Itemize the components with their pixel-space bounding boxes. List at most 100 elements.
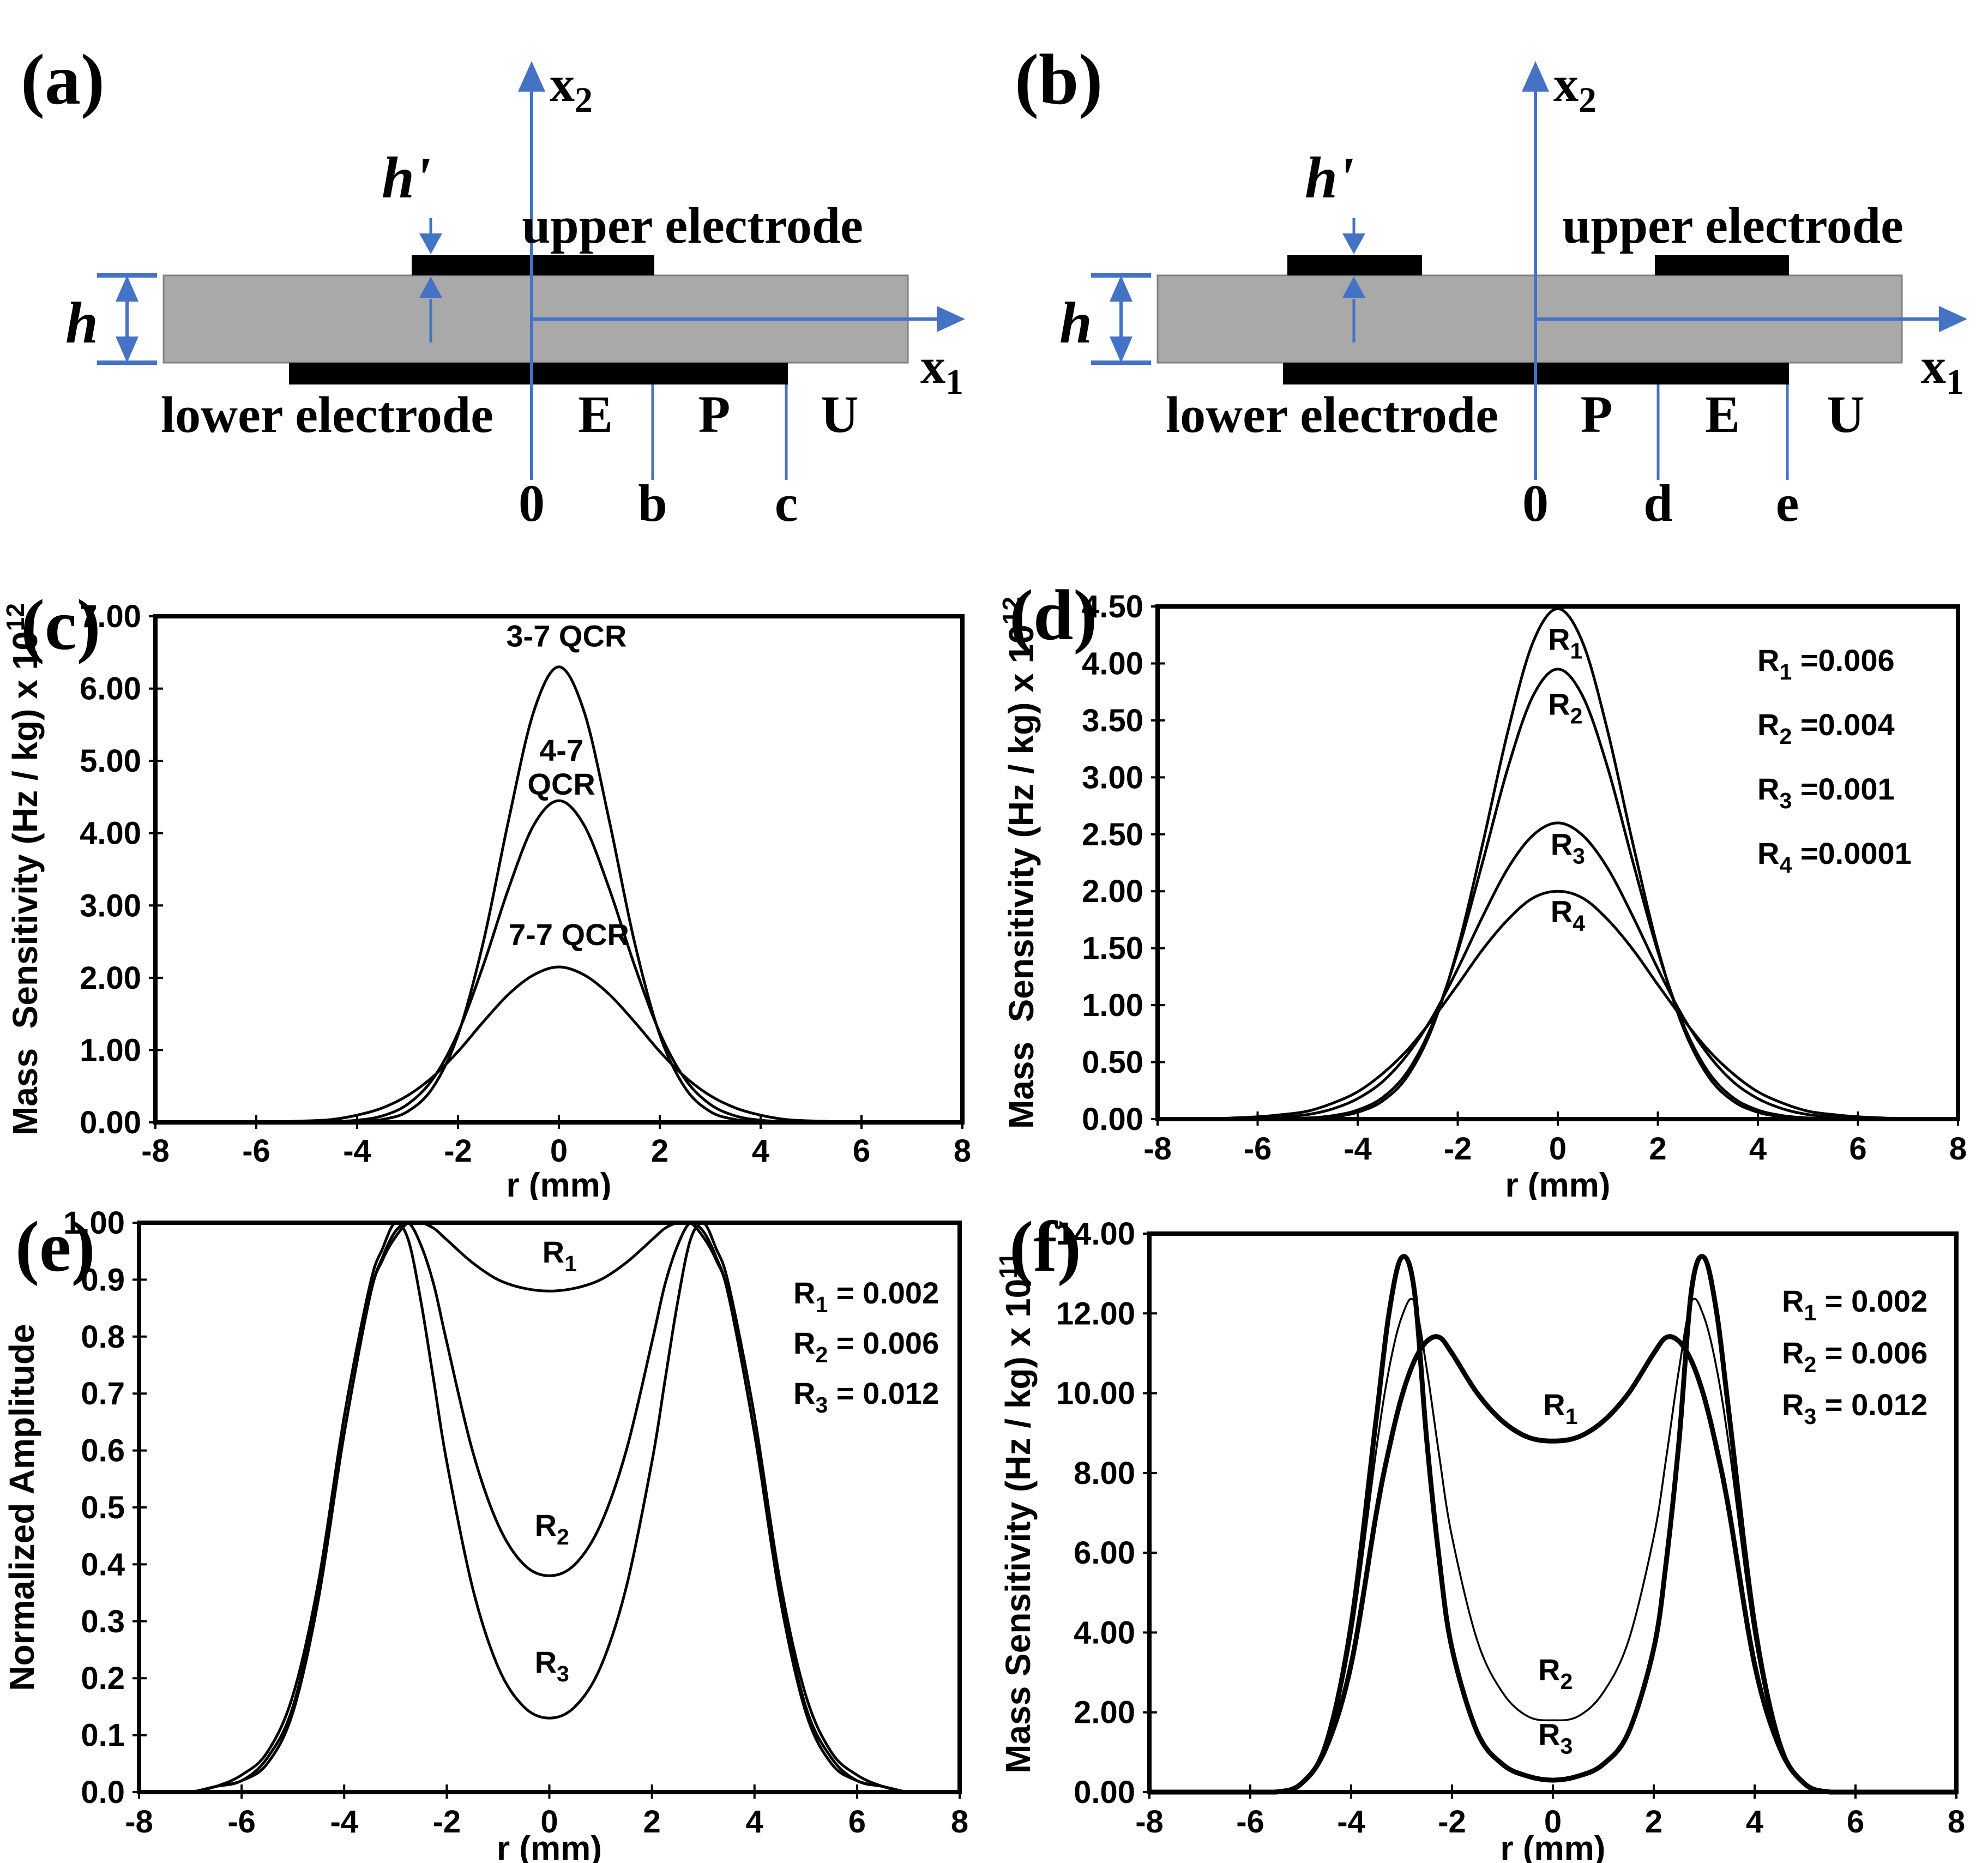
x-tick-label: -8 [1135,1804,1164,1840]
marker-label-c: c [775,474,798,532]
y-axis-title: Normalized Amplitude [2,1324,41,1691]
y-tick-label: 6.00 [80,671,141,707]
panel-b: (b) h' h x2 x1 upper electrode [994,0,1988,545]
y-tick-label: 3.00 [80,888,141,923]
curve-R2 [138,1221,960,1794]
y-tick-label: 0.4 [81,1547,125,1582]
panel-letter: (e) [15,1206,95,1287]
legend-item: R1 =0.006 [1757,643,1895,684]
x-axis-title: r (mm) [497,1830,602,1863]
legend-item: R2 = 0.006 [793,1326,939,1367]
x1-axis-label: x1 [1921,338,1964,402]
x-tick-label: 8 [1949,1131,1967,1167]
x-axis-title: r (mm) [507,1167,612,1200]
y-tick-label: 3.50 [1082,703,1143,738]
x-axis-title: r (mm) [1501,1830,1606,1863]
curve-4-7 QCR [155,799,962,1124]
upper-electrode-label: upper electrode [1562,197,1903,254]
y-tick-label: 12.00 [1056,1296,1135,1331]
y-tick-label: 2.00 [1074,1695,1135,1730]
y-tick-label: 4.50 [1082,589,1143,624]
y-tick-label: 2.50 [1082,817,1143,852]
x-tick-label: 6 [1847,1804,1864,1840]
region-label-U: U [1827,385,1864,443]
y-tick-label: 2.00 [1082,874,1143,909]
curve-label-4-7 QCR: 4-7 [539,733,583,767]
y-tick-label: 8.00 [1074,1456,1135,1491]
panel-b-letter: (b) [1015,39,1103,119]
x-tick-label: -2 [433,1804,461,1840]
x-tick-label: -4 [1344,1131,1372,1167]
y-tick-label: 0.6 [81,1433,125,1469]
x-tick-label: -8 [125,1804,153,1840]
curve-label-R2: R2 [1548,687,1582,728]
x-tick-label: 0 [540,1804,558,1840]
x-tick-label: 8 [1948,1804,1965,1840]
x-tick-label: -6 [242,1133,270,1169]
x-tick-label: 2 [651,1133,668,1169]
curve-label-R2: R2 [535,1508,569,1549]
legend-item: R2 =0.004 [1757,707,1895,749]
y-tick-label: 1.50 [1082,931,1143,966]
x-tick-label: -2 [1438,1804,1466,1840]
curve-label-3-7 QCR: 3-7 QCR [506,619,626,653]
x-tick-label: 2 [1645,1804,1662,1840]
x-tick-label: -2 [1444,1131,1472,1167]
panel-letter: (d) [1009,575,1097,655]
legend-item: R2 = 0.006 [1782,1336,1927,1377]
marker-label-0: 0 [1522,474,1549,532]
x-tick-label: 2 [643,1804,660,1840]
x-tick-label: -8 [1143,1131,1172,1167]
marker-label-e: e [1776,474,1799,532]
lower-electrode-bar [289,363,788,384]
h-label: h [65,291,98,356]
y-tick-label: 1.00 [80,1032,141,1068]
x-tick-label: -6 [1236,1804,1264,1840]
legend-item: R3 = 0.012 [1782,1387,1927,1429]
x-tick-label: 8 [954,1133,971,1169]
lower-electrode-label: lower electrode [161,387,493,443]
x-tick-label: -4 [330,1804,358,1840]
plot-border [153,614,965,1125]
upper-electrode-left-bar [1287,255,1422,275]
marker-label-0: 0 [519,474,545,532]
h-prime-up-arrowhead-icon [419,277,442,298]
x1-axis-label: x1 [920,338,963,402]
y-tick-label: 0.8 [81,1319,125,1355]
panel-d: 4.50 4.00 3.50 3.00 2.50 2.00 1.50 1.00 0.50 0.00… [994,545,1988,1200]
panel-e: 1.00 0.9 0.8 0.7 0.6 0.5 0.4 0.3 0.2 0.1 0.0 -8 -6 -4… [0,1200,994,1863]
curve-R3 [138,1221,960,1794]
y-tick-label: 7.00 [80,599,141,634]
y-axis-title: Mass Sensitivity (Hz / kg) x 1011 [994,1252,1038,1774]
x-tick-label: 4 [1749,1131,1767,1167]
x-tick-label: 2 [1649,1131,1666,1167]
x1-axis-arrowhead-icon [1939,306,1967,332]
x-tick-label: -6 [1244,1131,1272,1167]
region-label-P: P [698,385,731,443]
panel-c: 7.00 6.00 5.00 4.00 3.00 2.00 1.00 0.00 -8 -6 -4 -2… [0,545,994,1200]
x-tick-label: 6 [848,1804,866,1840]
y-tick-label: 3.00 [1082,760,1143,795]
x2-axis-arrowhead-icon [518,61,545,92]
h-up-arrowhead-icon [1110,275,1132,302]
h-down-arrowhead-icon [1110,336,1132,363]
h-prime-label: h' [382,146,431,211]
curve-label-R4: R4 [1551,894,1585,936]
y-tick-label: 0.1 [81,1718,125,1753]
curve-7-7 QCR [155,965,962,1124]
x-tick-label: 6 [853,1133,870,1169]
x-tick-label: 4 [1746,1804,1763,1840]
x1-axis-arrowhead-icon [937,306,965,332]
y-axis-title: Mass Sensitivity (Hz / kg) x 1012 [1,603,45,1135]
h-prime-up-arrowhead-icon [1342,277,1365,298]
curve-R2 [1158,668,1958,1121]
y-tick-label: 10.00 [1056,1376,1135,1411]
h-prime-down-arrowhead-icon [419,233,442,254]
curve-label-R1: R1 [543,1235,577,1276]
panel-d-chart: 4.50 4.00 3.50 3.00 2.50 2.00 1.50 1.00 0.50 0.00… [997,575,1967,1200]
y-tick-label: 0.00 [80,1105,141,1140]
region-label-E: E [1705,385,1740,443]
panel-letter: (f) [1009,1206,1081,1287]
h-down-arrowhead-icon [116,336,138,363]
